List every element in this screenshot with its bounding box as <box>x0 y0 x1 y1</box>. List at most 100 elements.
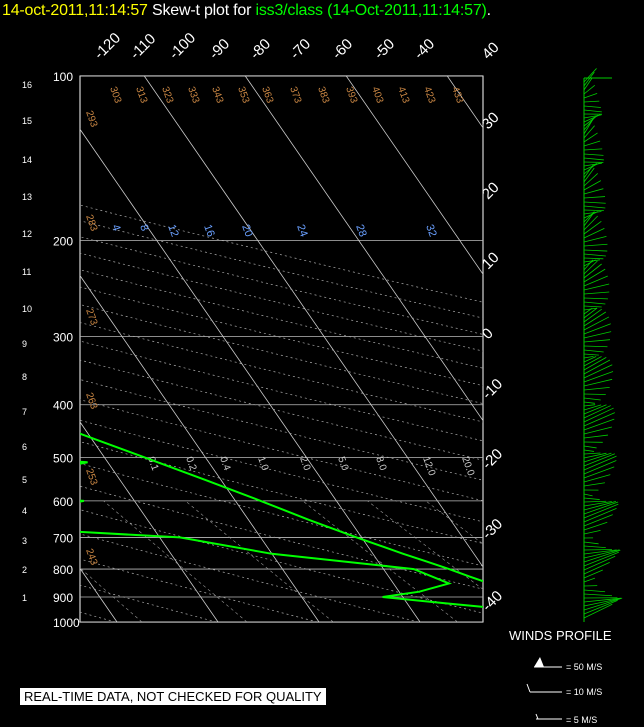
temperature-top-label: -120 <box>91 30 124 63</box>
mixing-ratio-label: 20.0 <box>459 455 476 477</box>
wind-barb <box>583 493 593 497</box>
wind-barb <box>583 597 621 603</box>
wind-barb <box>583 508 617 523</box>
mixing-ratio-label: 16 <box>201 223 216 239</box>
wind-barb <box>583 549 613 551</box>
dry-adiabat-label: 423 <box>421 85 437 105</box>
dry-adiabat <box>80 269 483 369</box>
wind-barb <box>583 243 608 247</box>
wind-barb <box>583 378 613 387</box>
temperature-top-label: -50 <box>371 35 398 62</box>
mixing-ratio-line <box>302 500 458 622</box>
isotherm-line <box>244 76 483 422</box>
wind-barb <box>583 364 613 379</box>
wind-barb <box>583 331 612 339</box>
chart-title: 14-oct-2011,11:14:57 Skew-t plot for iss… <box>2 2 491 20</box>
dry-adiabat-label: 243 <box>83 547 99 567</box>
isotherm-line <box>548 76 644 622</box>
dry-adiabat <box>80 359 483 461</box>
wind-barb <box>583 603 613 619</box>
pressure-tick-label: 800 <box>53 563 73 577</box>
wind-barb <box>583 316 610 331</box>
title-timestamp: 14-oct-2011,11:14:57 <box>2 2 148 19</box>
wind-barb <box>583 263 602 279</box>
height-tick-label: 3 <box>22 536 27 546</box>
dry-adiabat-label: 433 <box>449 85 465 105</box>
height-tick-label: 12 <box>22 229 32 239</box>
dry-adiabat-label: 373 <box>287 85 303 105</box>
wind-barb <box>583 71 595 87</box>
pressure-tick-label: 600 <box>53 495 73 509</box>
wind-barb <box>583 418 615 431</box>
height-tick-label: 5 <box>22 475 27 485</box>
dry-adiabat <box>80 340 483 442</box>
wind-barb <box>583 167 595 183</box>
dry-adiabat-label: 383 <box>315 85 331 105</box>
wind-barb <box>583 569 603 579</box>
wind-barb <box>583 164 594 179</box>
isotherm-line <box>345 76 483 275</box>
dry-adiabat <box>80 304 483 404</box>
dry-adiabat-label: 303 <box>107 85 123 105</box>
wind-legend-5: = 5 M/S <box>566 715 598 725</box>
pressure-tick-label: 700 <box>53 531 73 545</box>
height-tick-label: 6 <box>22 442 27 452</box>
wind-barb <box>583 445 597 449</box>
height-tick-label: 15 <box>22 116 32 126</box>
wind-barb <box>583 593 613 597</box>
title-period: . <box>486 2 491 19</box>
wind-barb <box>583 597 623 607</box>
wind-barb <box>583 283 610 291</box>
mixing-ratio-label: 20 <box>239 223 254 239</box>
temperature-right-label: 0 <box>479 325 497 343</box>
wind-barb <box>583 345 608 348</box>
temperature-profile-line <box>80 432 483 583</box>
temperature-right-label: 20 <box>479 179 503 203</box>
winds-profile-title: WINDS PROFILE <box>509 628 612 643</box>
height-tick-label: 2 <box>22 565 27 575</box>
wind-barb <box>583 474 611 483</box>
wind-barb <box>583 268 606 283</box>
wind-barb <box>583 356 597 363</box>
dry-adiabat <box>80 236 483 335</box>
wind-barb <box>583 404 596 407</box>
wind-barb <box>583 323 611 335</box>
wind-barb <box>583 514 613 527</box>
mixing-ratio-label: 2.0 <box>297 455 312 472</box>
wind-barb <box>583 249 608 252</box>
wind-barb <box>583 589 606 593</box>
isotherm-line <box>0 76 16 622</box>
wind-barb <box>583 455 617 471</box>
wind-barb <box>583 148 603 151</box>
mixing-ratio-label: 12.0 <box>420 455 437 477</box>
pressure-tick-label: 1000 <box>53 616 80 630</box>
dry-adiabat-label: 403 <box>369 85 385 105</box>
wind-barb <box>583 339 611 343</box>
mixing-ratio-label: 5.0 <box>335 455 350 472</box>
dry-adiabat-label: 253 <box>83 467 99 487</box>
wind-barb <box>583 501 616 511</box>
temperature-top-label: -80 <box>247 35 274 62</box>
wind-barb <box>583 140 601 147</box>
dry-adiabat-label: 363 <box>259 85 275 105</box>
wind-barb <box>583 541 599 545</box>
mixing-ratio-label: 28 <box>353 223 368 239</box>
wind-barb <box>583 401 595 404</box>
mixing-ratio-label: 24 <box>294 223 309 239</box>
height-tick-label: 10 <box>22 304 32 314</box>
wind-barb <box>583 393 606 395</box>
wind-barb <box>583 466 615 479</box>
mixing-ratio-label: 1.0 <box>255 455 270 472</box>
wind-barb <box>583 211 595 223</box>
wind-barb <box>583 405 611 419</box>
height-tick-label: 14 <box>22 155 32 165</box>
wind-barb <box>583 153 604 156</box>
wind-barb <box>583 307 593 315</box>
mixing-ratio-line <box>80 567 143 622</box>
dry-adiabat <box>80 204 483 303</box>
wind-barb <box>583 215 598 231</box>
isotherm-line <box>143 76 483 568</box>
wind-barb <box>583 307 598 319</box>
mixing-ratio-label: 12 <box>165 223 180 239</box>
dry-adiabat <box>80 533 419 622</box>
